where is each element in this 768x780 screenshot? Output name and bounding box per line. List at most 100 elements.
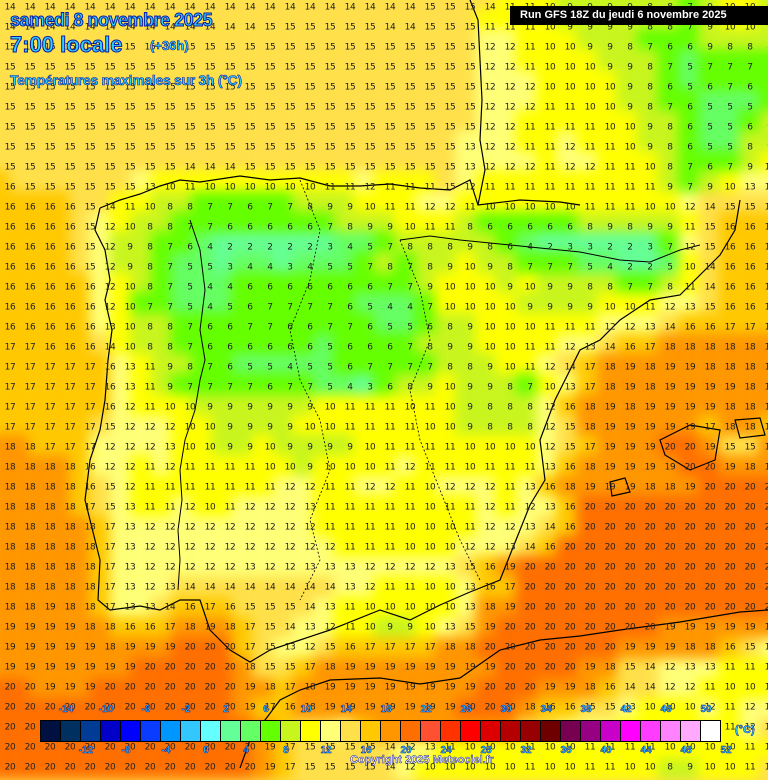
temperature-value: 20	[744, 502, 756, 513]
temperature-value: 13	[444, 562, 456, 573]
temperature-value: 9	[447, 262, 453, 273]
temperature-value: 18	[604, 362, 616, 373]
field-cell	[272, 130, 293, 151]
field-cell	[738, 191, 760, 212]
temperature-value: 20	[524, 622, 536, 633]
temperature-value: 9	[627, 62, 633, 73]
temperature-value: 11	[604, 202, 616, 213]
temperature-value: 10	[124, 282, 136, 293]
temperature-value: 12	[464, 482, 476, 493]
temperature-value: 16	[44, 322, 56, 333]
temperature-value: 16	[724, 282, 736, 293]
temperature-value: 19	[124, 662, 136, 673]
temperature-value: 20	[164, 662, 176, 673]
temperature-value: 7	[227, 382, 233, 393]
field-cell	[353, 89, 374, 111]
temperature-value: 7	[707, 62, 713, 73]
field-cell	[272, 49, 293, 70]
temperature-value: 5	[327, 342, 333, 353]
legend-tick-bottom: 52	[720, 745, 732, 757]
field-cell	[698, 29, 719, 50]
temperature-value: 11	[544, 182, 556, 193]
temperature-value: 17	[424, 642, 436, 653]
temperature-value: 15	[164, 142, 176, 153]
temperature-value: 14	[184, 582, 196, 593]
temperature-value: 10	[664, 202, 676, 213]
legend-tick-top: 2	[223, 704, 229, 716]
field-cell	[333, 29, 354, 50]
temperature-value: 15	[24, 122, 36, 133]
temperature-value: 6	[227, 342, 233, 353]
temperature-value: 10	[604, 302, 616, 313]
temperature-value: 10	[544, 82, 556, 93]
temperature-value: 10	[704, 762, 716, 773]
legend-swatch	[681, 721, 701, 741]
temperature-value: 20	[224, 642, 236, 653]
field-cell	[333, 130, 354, 151]
legend-swatch	[121, 721, 141, 741]
temperature-value: 10	[504, 322, 516, 333]
temperature-value: 15	[724, 442, 736, 453]
temperature-value: 15	[44, 102, 56, 113]
temperature-value: 20	[524, 662, 536, 673]
temperature-value: 20	[24, 722, 36, 733]
temperature-value: 2	[627, 242, 633, 253]
temperature-value: 12	[104, 442, 116, 453]
temperature-value: 9	[467, 402, 473, 413]
temperature-value: 20	[204, 762, 216, 773]
temperature-value: 19	[24, 642, 36, 653]
temperature-value: 9	[247, 442, 253, 453]
temperature-value: 15	[344, 82, 356, 93]
field-cell	[373, 150, 395, 172]
temperature-value: 11	[424, 462, 436, 473]
field-cell	[536, 0, 557, 9]
field-cell	[49, 0, 70, 9]
temperature-value: 16	[4, 262, 16, 273]
legend-swatch	[641, 721, 661, 741]
temperature-value: 7	[367, 262, 373, 273]
temperature-value: 18	[684, 342, 696, 353]
temperature-value: 10	[484, 322, 496, 333]
temperature-value: 20	[684, 542, 696, 553]
temperature-value: 20	[684, 462, 696, 473]
temperature-value: 8	[747, 142, 753, 153]
temperature-value: 7	[207, 382, 213, 393]
temperature-value: 10	[284, 182, 296, 193]
temperature-value: 13	[124, 542, 136, 553]
temperature-value: 6	[427, 322, 433, 333]
temperature-value: 11	[544, 342, 556, 353]
field-cell	[515, 49, 537, 70]
temperature-value: 18	[744, 402, 756, 413]
temperature-value: 7	[687, 162, 693, 173]
field-cell	[596, 171, 618, 192]
temperature-value: 19	[664, 422, 676, 433]
field-cell	[89, 69, 111, 90]
field-cell	[252, 89, 273, 111]
field-cell	[333, 8, 354, 30]
temperature-value: 20	[764, 602, 768, 613]
temperature-value: 15	[264, 122, 276, 133]
temperature-value: 5	[307, 362, 313, 373]
field-cell	[252, 29, 273, 50]
field-cell	[333, 69, 354, 90]
temperature-value: 10	[424, 542, 436, 553]
temperature-value: 8	[147, 342, 153, 353]
field-cell	[373, 29, 395, 50]
temperature-value: 14	[164, 602, 176, 613]
temperature-value: 11	[584, 762, 596, 773]
temperature-value: 8	[667, 142, 673, 153]
field-cell	[333, 150, 354, 172]
temperature-value: 15	[444, 122, 456, 133]
field-cell	[211, 8, 232, 30]
temperature-value: 17	[44, 422, 56, 433]
field-cell	[272, 0, 293, 9]
temperature-value: 11	[424, 222, 436, 233]
field-cell	[29, 110, 50, 131]
temperature-value: 18	[684, 642, 696, 653]
field-cell	[414, 49, 435, 70]
temperature-value: 15	[404, 142, 416, 153]
temperature-value: 10	[204, 182, 216, 193]
temperature-value: 10	[624, 142, 636, 153]
temperature-value: 17	[584, 382, 596, 393]
temperature-value: 17	[64, 402, 76, 413]
